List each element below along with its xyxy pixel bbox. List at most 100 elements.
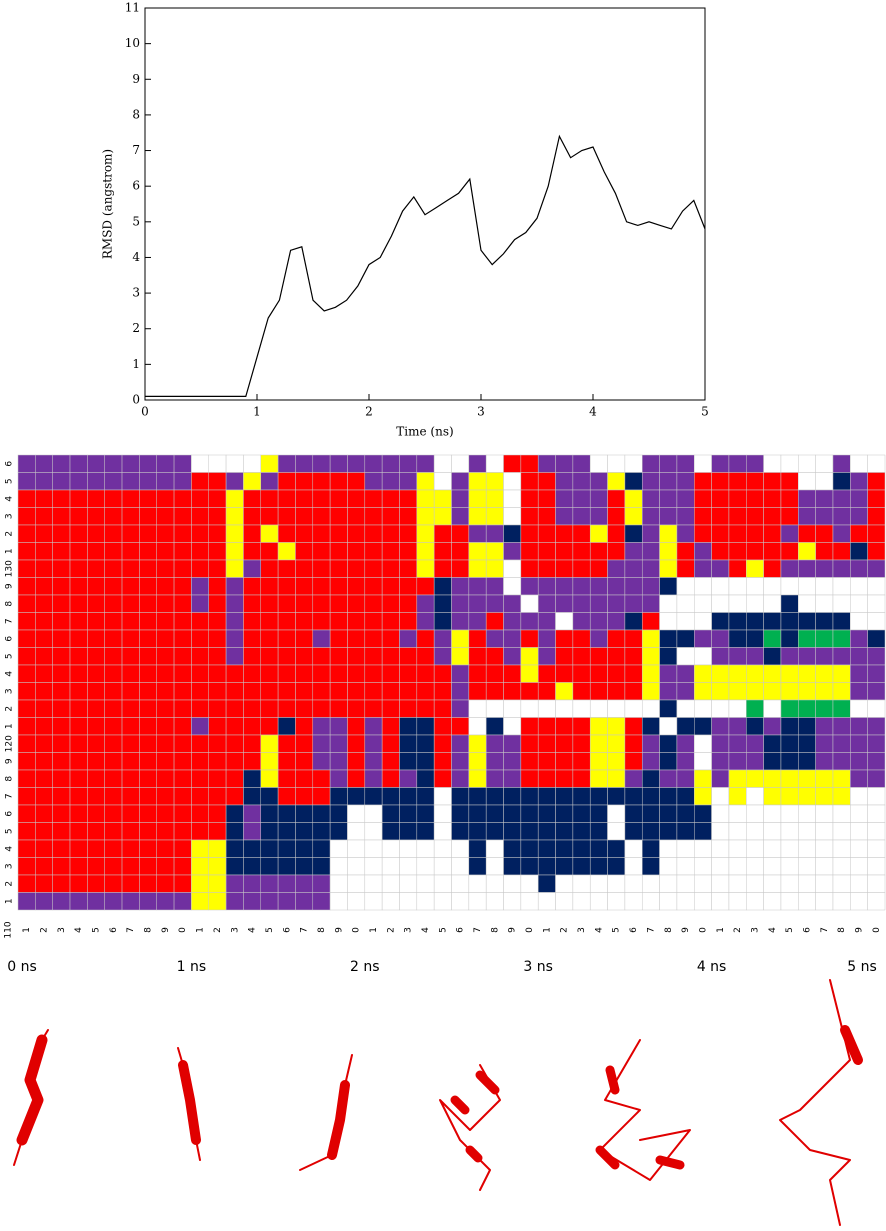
ss-cell [208, 787, 227, 806]
ss-cell [451, 822, 470, 841]
ss-cell [572, 752, 591, 771]
ss-cell [451, 699, 470, 718]
ss-cell [87, 524, 105, 543]
ss-cell [780, 717, 799, 736]
ss-cell [347, 472, 366, 491]
column-label: 4 [421, 927, 431, 933]
row-label: 8 [5, 776, 15, 782]
ss-cell [641, 892, 660, 911]
ss-cell [850, 734, 868, 753]
ss-cell [850, 717, 868, 736]
ss-cell [641, 787, 660, 806]
ss-cell [399, 612, 418, 631]
ss-cell [433, 699, 452, 718]
ss-cell [555, 489, 574, 508]
ss-cell [607, 524, 626, 543]
ss-cell [520, 682, 539, 701]
ss-cell [295, 594, 314, 613]
ss-cell [798, 822, 816, 841]
ss-cell [555, 664, 574, 683]
ss-cell [451, 804, 470, 823]
ss-cell [694, 472, 712, 491]
ss-cell [243, 839, 262, 858]
ss-cell [746, 664, 764, 683]
ss-cell [295, 682, 314, 701]
ss-cell [381, 577, 400, 596]
ss-cell [364, 664, 383, 683]
ss-cell [572, 769, 591, 788]
ss-cell [121, 874, 140, 893]
ss-cell [728, 647, 747, 666]
ss-cell [69, 787, 88, 806]
ss-cell [572, 489, 591, 508]
ss-cell [763, 472, 782, 491]
ss-cell [347, 857, 366, 876]
ss-cell [243, 682, 262, 701]
ss-cell [607, 769, 626, 788]
ss-cell [676, 524, 695, 543]
ss-cell [104, 664, 123, 683]
ss-cell [208, 804, 227, 823]
ss-cell [641, 472, 660, 491]
ss-cell [572, 559, 591, 578]
ss-cell [711, 874, 730, 893]
ss-cell [121, 734, 140, 753]
ss-cell [208, 612, 227, 631]
ss-cell [520, 822, 539, 841]
ss-cell [641, 594, 660, 613]
ss-cell [173, 524, 192, 543]
ss-cell [451, 892, 470, 911]
ss-cell [156, 682, 175, 701]
ss-cell [589, 699, 608, 718]
ss-cell [312, 787, 331, 806]
column-label: 5 [92, 927, 102, 933]
ss-cell [347, 892, 366, 911]
ss-cell [416, 524, 435, 543]
ss-cell [694, 524, 712, 543]
ss-cell [676, 682, 695, 701]
corner-label: 110 [4, 921, 14, 938]
ss-cell [832, 717, 851, 736]
ss-cell [416, 892, 435, 911]
ss-cell [867, 892, 886, 911]
ss-cell [364, 577, 383, 596]
ss-cell [399, 647, 418, 666]
ss-cell [485, 682, 504, 701]
ss-cell [260, 682, 279, 701]
ss-cell [572, 524, 591, 543]
ss-cell [260, 594, 279, 613]
ss-cell [485, 489, 504, 508]
ss-cell [815, 699, 834, 718]
ss-cell [17, 577, 36, 596]
ss-cell [295, 892, 314, 911]
row-label: 3 [5, 688, 15, 694]
ss-cell [329, 787, 348, 806]
ss-cell [121, 629, 140, 648]
ss-cell [208, 699, 227, 718]
ss-cell [191, 489, 209, 508]
ss-cell [537, 717, 556, 736]
ss-cell [35, 542, 53, 561]
ss-cell [641, 489, 660, 508]
ss-cell [780, 489, 799, 508]
ss-cell [104, 524, 123, 543]
ss-cell [607, 787, 626, 806]
ss-cell [780, 647, 799, 666]
ss-cell [641, 682, 660, 701]
ss-cell [87, 839, 105, 858]
ss-cell [676, 874, 695, 893]
ss-cell [589, 647, 608, 666]
ss-cell [173, 594, 192, 613]
ss-cell [52, 752, 71, 771]
ss-cell [69, 472, 88, 491]
x-tick-label: 4 [589, 405, 597, 419]
ss-cell [399, 559, 418, 578]
ss-cell [641, 857, 660, 876]
ss-cell [676, 664, 695, 683]
ss-cell [503, 612, 522, 631]
y-tick-label: 6 [132, 179, 140, 193]
ss-cell [711, 699, 730, 718]
ss-cell [659, 874, 678, 893]
ss-cell [728, 612, 747, 631]
ss-cell [798, 647, 816, 666]
